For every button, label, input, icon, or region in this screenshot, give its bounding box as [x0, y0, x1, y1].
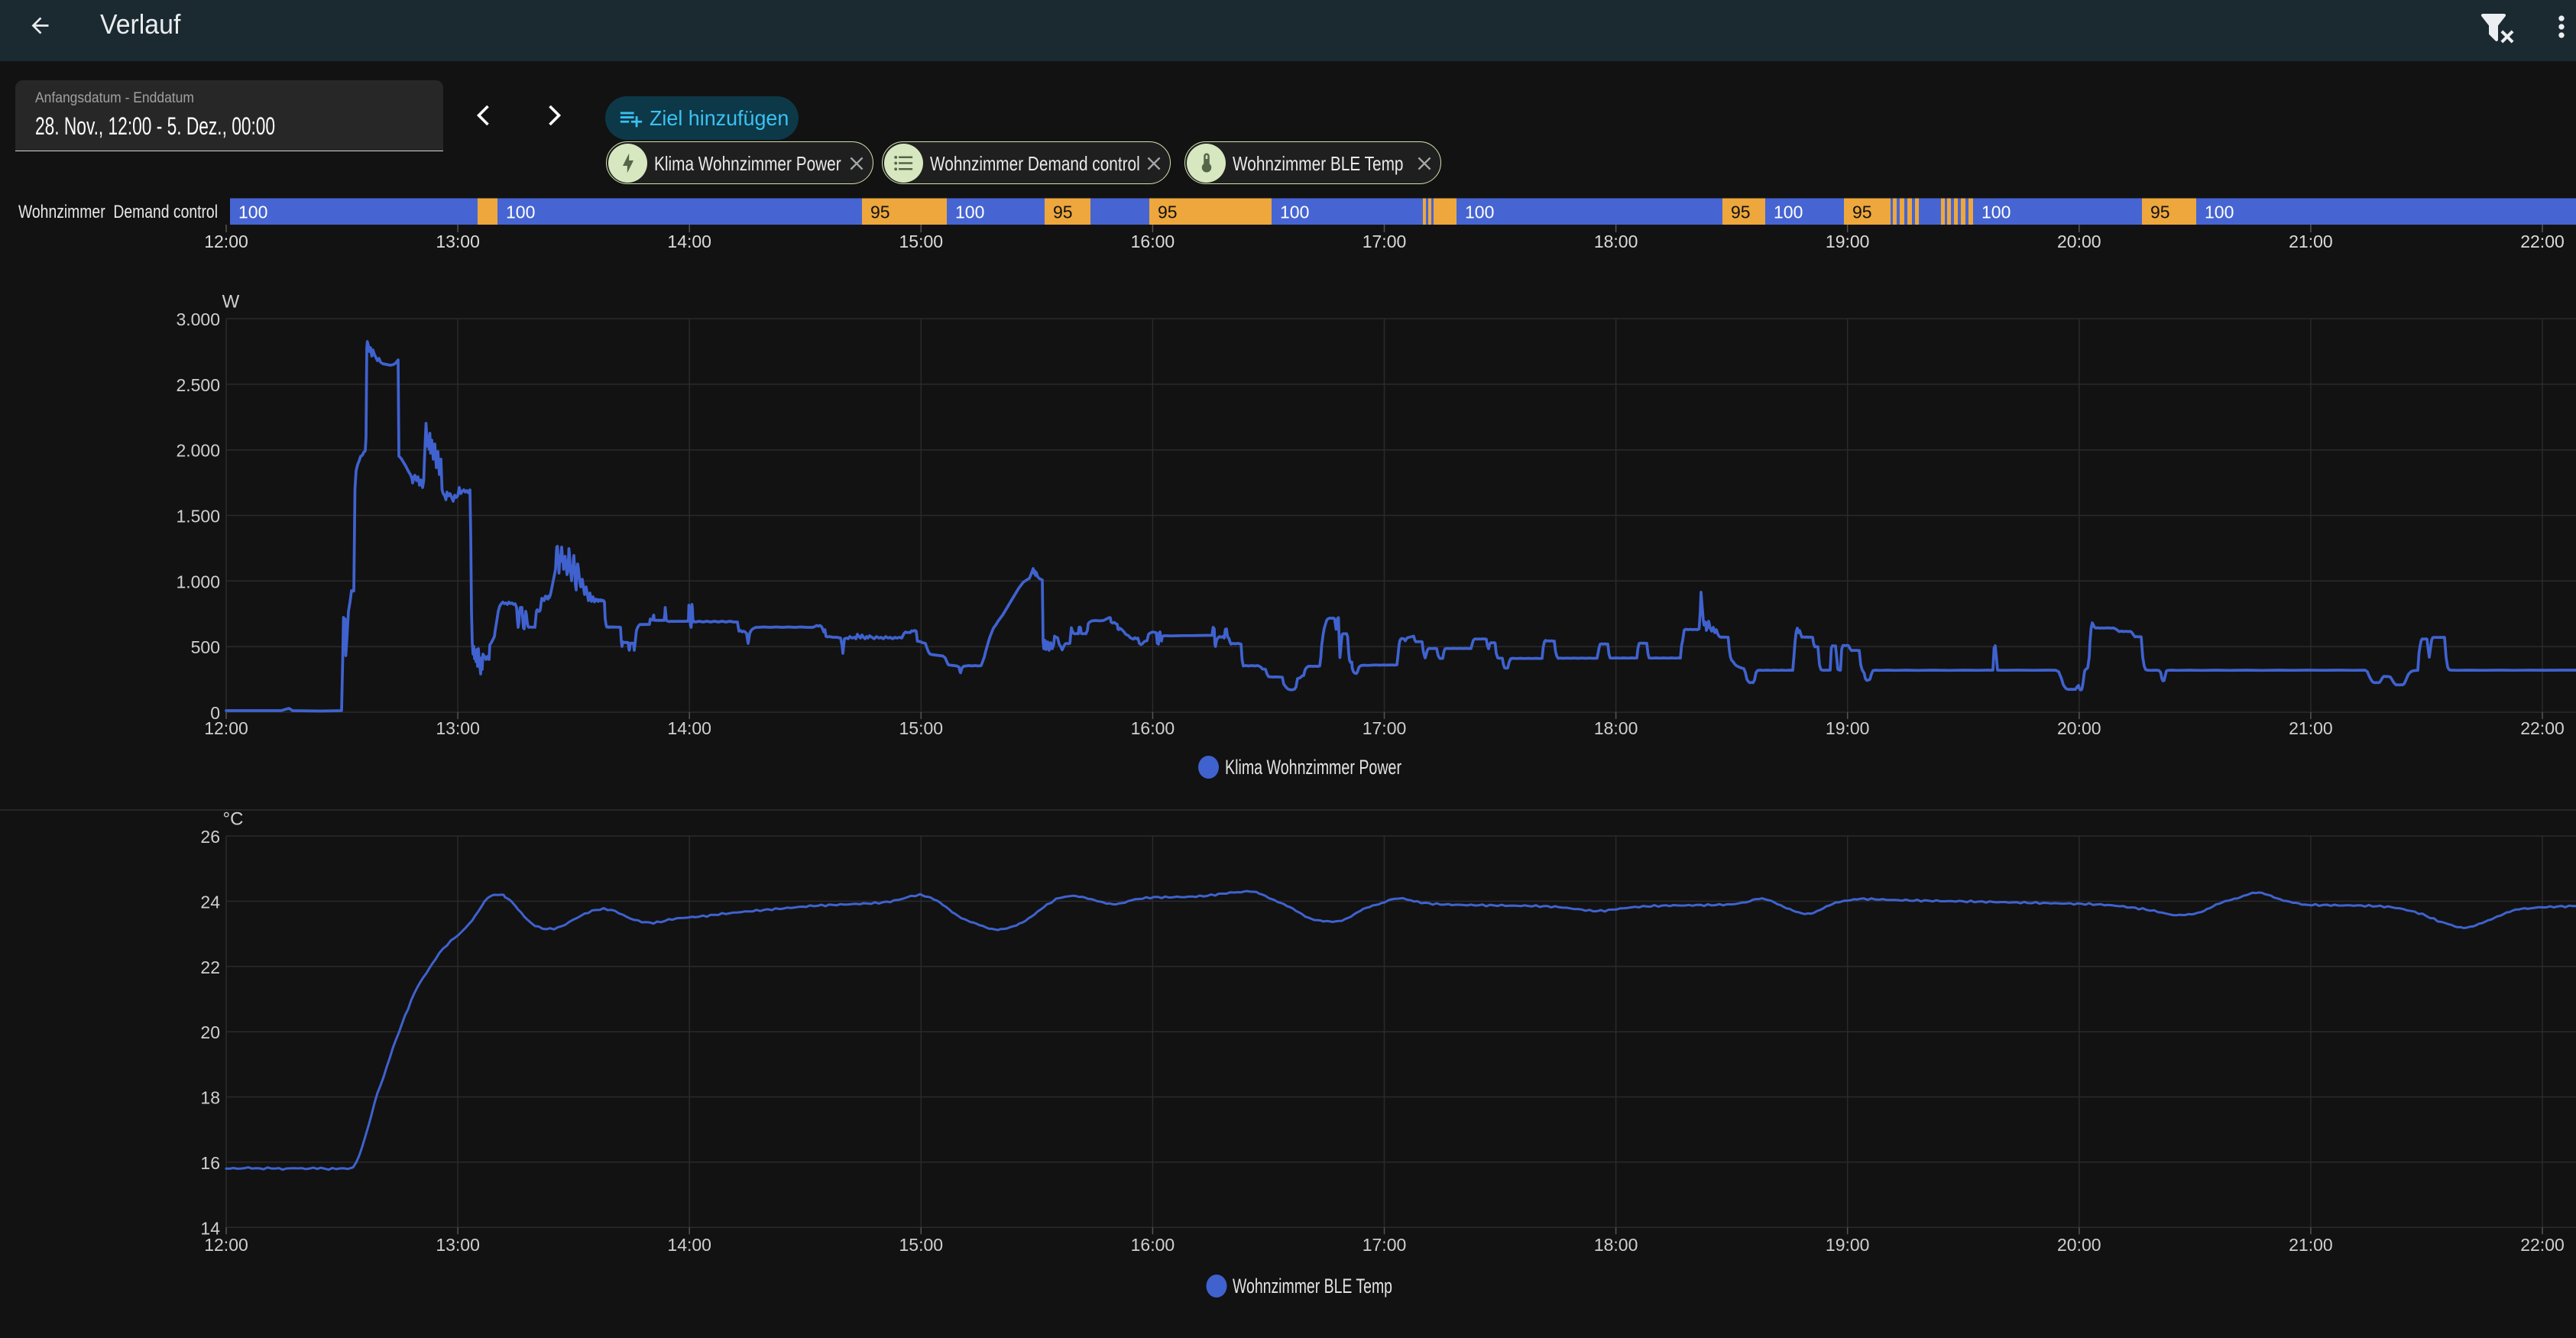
svg-text:20:00: 20:00: [2057, 232, 2101, 251]
svg-text:20:00: 20:00: [2057, 718, 2101, 738]
svg-text:95: 95: [2150, 202, 2170, 222]
svg-text:100: 100: [1981, 202, 2011, 222]
svg-text:15:00: 15:00: [899, 718, 944, 738]
svg-text:22:00: 22:00: [2520, 232, 2565, 251]
svg-text:0: 0: [210, 703, 220, 723]
svg-text:17:00: 17:00: [1363, 232, 1407, 251]
svg-text:21:00: 21:00: [2289, 1235, 2333, 1255]
svg-text:100: 100: [1280, 202, 1309, 222]
svg-text:18:00: 18:00: [1594, 1235, 1638, 1255]
svg-text:16: 16: [200, 1153, 220, 1173]
svg-text:22:00: 22:00: [2520, 1235, 2565, 1255]
svg-text:22:00: 22:00: [2520, 718, 2565, 738]
svg-text:100: 100: [1465, 202, 1494, 222]
svg-text:100: 100: [2205, 202, 2234, 222]
svg-text:20:00: 20:00: [2057, 1235, 2101, 1255]
svg-text:95: 95: [1053, 202, 1073, 222]
svg-text:20: 20: [200, 1022, 220, 1042]
svg-text:21:00: 21:00: [2289, 718, 2333, 738]
svg-text:19:00: 19:00: [1826, 1235, 1870, 1255]
svg-text:2.500: 2.500: [176, 375, 220, 395]
svg-text:19:00: 19:00: [1826, 232, 1870, 251]
svg-text:100: 100: [506, 202, 535, 222]
svg-text:100: 100: [238, 202, 267, 222]
svg-text:16:00: 16:00: [1131, 1235, 1175, 1255]
svg-text:1.000: 1.000: [176, 572, 220, 591]
svg-text:15:00: 15:00: [899, 1235, 944, 1255]
svg-text:14: 14: [200, 1218, 220, 1238]
svg-text:95: 95: [1731, 202, 1751, 222]
svg-text:12:00: 12:00: [204, 718, 248, 738]
svg-text:100: 100: [955, 202, 984, 222]
svg-text:18:00: 18:00: [1594, 232, 1638, 251]
svg-text:13:00: 13:00: [436, 718, 480, 738]
svg-text:21:00: 21:00: [2289, 232, 2333, 251]
svg-text:W: W: [222, 292, 240, 313]
svg-text:2.000: 2.000: [176, 441, 220, 461]
svg-text:17:00: 17:00: [1363, 718, 1407, 738]
svg-text:17:00: 17:00: [1363, 1235, 1407, 1255]
svg-text:500: 500: [191, 637, 220, 657]
svg-text:Klima Wohnzimmer Power: Klima Wohnzimmer Power: [1225, 756, 1401, 779]
svg-text:°C: °C: [223, 809, 244, 830]
svg-text:16:00: 16:00: [1131, 718, 1175, 738]
svg-text:1.500: 1.500: [176, 507, 220, 526]
svg-text:26: 26: [200, 827, 220, 847]
svg-text:19:00: 19:00: [1826, 718, 1870, 738]
svg-text:14:00: 14:00: [667, 1235, 711, 1255]
svg-text:15:00: 15:00: [899, 232, 944, 251]
svg-text:24: 24: [200, 892, 220, 912]
svg-text:12:00: 12:00: [204, 232, 248, 251]
svg-text:13:00: 13:00: [436, 1235, 480, 1255]
svg-text:3.000: 3.000: [176, 309, 220, 329]
svg-text:22: 22: [200, 957, 220, 977]
svg-text:18:00: 18:00: [1594, 718, 1638, 738]
svg-text:18: 18: [200, 1088, 220, 1108]
svg-text:14:00: 14:00: [667, 232, 711, 251]
svg-text:16:00: 16:00: [1131, 232, 1175, 251]
svg-text:12:00: 12:00: [204, 1235, 248, 1255]
svg-text:Wohnzimmer BLE Temp: Wohnzimmer BLE Temp: [1233, 1275, 1392, 1298]
svg-text:95: 95: [1852, 202, 1872, 222]
svg-text:100: 100: [1774, 202, 1803, 222]
svg-text:95: 95: [870, 202, 890, 222]
svg-text:95: 95: [1158, 202, 1178, 222]
svg-text:Wohnzimmer Demand control: Wohnzimmer Demand control: [18, 202, 218, 222]
svg-text:14:00: 14:00: [667, 718, 711, 738]
svg-text:13:00: 13:00: [436, 232, 480, 251]
